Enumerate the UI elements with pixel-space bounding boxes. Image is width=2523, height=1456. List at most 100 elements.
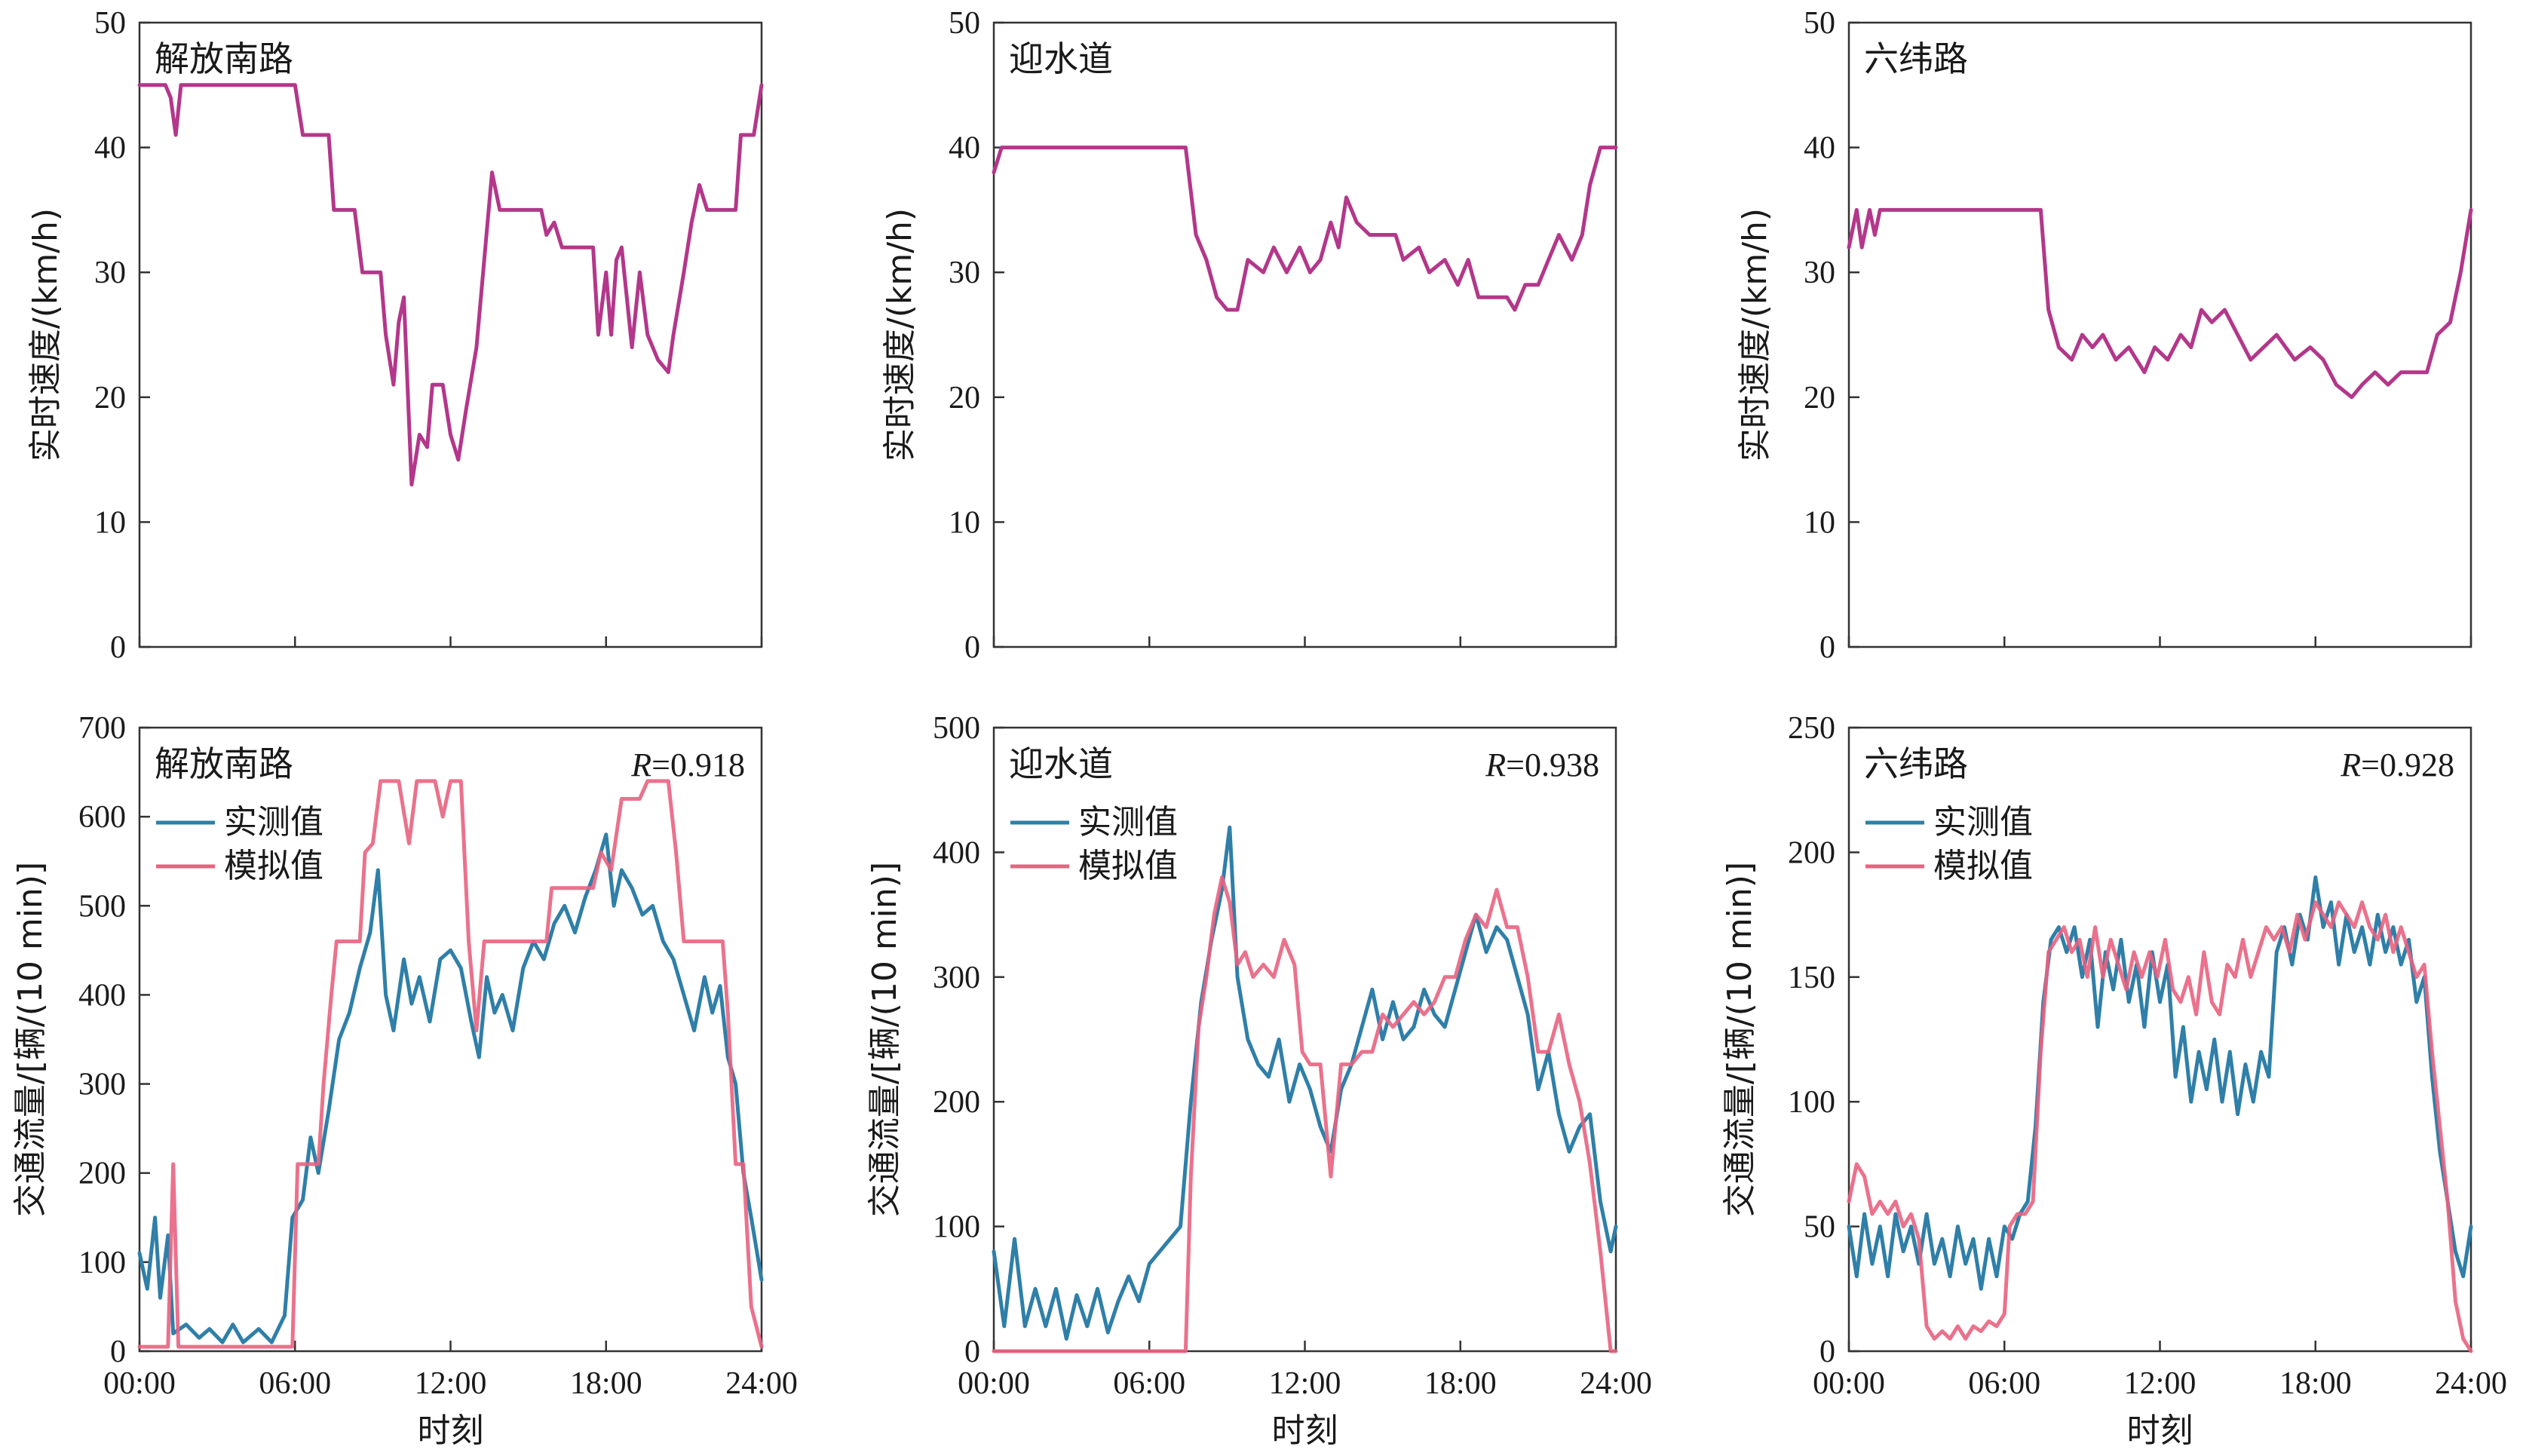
series-line-1	[992, 146, 1618, 312]
series-line-1	[1847, 207, 2473, 400]
panel-3: 0 10 20 30 40 50 实时速度/(km/h) 六纬路	[1736, 6, 2473, 665]
correlation-value: =0.938	[1506, 746, 1599, 783]
series-line-模拟值	[137, 779, 764, 1349]
y-tick-label: 500	[933, 711, 980, 746]
y-tick-label: 20	[1804, 381, 1835, 415]
x-tick-label: 18:00	[1424, 1366, 1497, 1401]
panel-1: 0 10 20 30 40 50 实时速度/(km/h) 解放南路	[26, 6, 764, 665]
y-tick-label: 700	[78, 711, 126, 746]
correlation-label: R=0.928	[2340, 746, 2454, 783]
y-tick-label: 50	[1804, 1210, 1835, 1245]
legend-label: 模拟值	[224, 847, 323, 885]
y-tick-label: 30	[1804, 256, 1835, 290]
x-tick-label: 00:00	[103, 1366, 176, 1401]
y-tick-label: 20	[94, 381, 126, 415]
x-tick-label: 00:00	[958, 1366, 1030, 1401]
y-axis-label: 交通流量/[辆/(10 min)]	[1721, 862, 1759, 1217]
series-line-实测值	[137, 832, 764, 1344]
y-tick-label: 20	[949, 381, 980, 415]
y-tick-label: 30	[949, 256, 980, 290]
y-tick-label: 200	[78, 1157, 126, 1191]
y-tick-label: 200	[933, 1085, 980, 1120]
correlation-symbol: R	[2340, 746, 2361, 783]
x-axis-label: 时刻	[418, 1412, 484, 1450]
y-tick-label: 250	[1788, 711, 1835, 746]
correlation-symbol: R	[630, 746, 651, 783]
series-line-实测值	[1847, 875, 2473, 1291]
y-tick-label: 100	[78, 1246, 126, 1280]
y-tick-label: 50	[1804, 6, 1835, 41]
panel-title: 六纬路	[1864, 743, 1968, 784]
x-tick-label: 24:00	[725, 1366, 798, 1401]
y-tick-label: 0	[110, 630, 126, 665]
x-tick-label: 18:00	[570, 1366, 642, 1401]
x-tick-label: 24:00	[2435, 1366, 2507, 1401]
x-tick-label: 24:00	[1580, 1366, 1652, 1401]
plot-frame	[1847, 21, 2472, 648]
y-tick-label: 50	[949, 6, 980, 41]
y-tick-label: 300	[78, 1068, 126, 1102]
x-tick-label: 06:00	[259, 1366, 331, 1401]
x-axis-label: 时刻	[2127, 1412, 2193, 1450]
y-tick-label: 10	[949, 505, 980, 540]
series-line-实测值	[992, 825, 1618, 1341]
correlation-value: =0.928	[2361, 746, 2454, 783]
panel-6: 0 50 100 150 200 250 00:00 06:00 12:00 18:00 24:00…	[1721, 711, 2507, 1450]
panel-2: 0 10 20 30 40 50 实时速度/(km/h) 迎水道	[881, 6, 1618, 665]
x-tick-label: 12:00	[1269, 1366, 1341, 1401]
correlation-symbol: R	[1485, 746, 1506, 783]
legend-label: 模拟值	[1078, 847, 1178, 885]
panel-4: 0 100 200 300 400 500 600 700 00:00 06:00 12:00 18:…	[11, 711, 798, 1450]
y-tick-label: 30	[94, 256, 126, 290]
y-tick-label: 40	[94, 131, 126, 166]
y-tick-label: 40	[1804, 131, 1835, 166]
legend-label: 实测值	[1078, 803, 1178, 841]
plot-frame	[992, 21, 1617, 648]
y-tick-label: 10	[94, 505, 126, 540]
y-axis-label: 实时速度/(km/h)	[1736, 208, 1774, 461]
correlation-label: R=0.938	[1485, 746, 1599, 783]
panel-title: 六纬路	[1864, 38, 1968, 79]
y-tick-label: 150	[1788, 961, 1835, 995]
y-axis-label: 实时速度/(km/h)	[26, 208, 65, 461]
series-line-模拟值	[1847, 900, 2473, 1353]
x-tick-label: 18:00	[2279, 1366, 2352, 1401]
panel-title: 迎水道	[1009, 743, 1113, 784]
x-tick-label: 06:00	[1113, 1366, 1185, 1401]
y-tick-label: 600	[78, 800, 126, 835]
panel-title: 解放南路	[155, 743, 293, 784]
legend-label: 实测值	[224, 803, 323, 841]
series-line-模拟值	[992, 875, 1618, 1353]
y-tick-label: 400	[933, 835, 980, 870]
y-axis-label: 交通流量/[辆/(10 min)]	[11, 862, 50, 1217]
plot-frame	[138, 21, 763, 648]
y-tick-label: 0	[964, 1335, 980, 1369]
y-tick-label: 300	[933, 961, 980, 995]
y-tick-label: 0	[1819, 1335, 1835, 1369]
y-tick-label: 400	[78, 978, 126, 1013]
y-tick-label: 10	[1804, 505, 1835, 540]
correlation-value: =0.918	[651, 746, 745, 783]
y-tick-label: 40	[949, 131, 980, 166]
x-tick-label: 00:00	[1813, 1366, 1885, 1401]
series-line-1	[137, 83, 764, 487]
legend-label: 模拟值	[1933, 847, 2033, 885]
y-tick-label: 100	[933, 1210, 980, 1245]
y-tick-label: 0	[1819, 630, 1835, 665]
x-tick-label: 12:00	[415, 1366, 487, 1401]
y-tick-label: 50	[94, 6, 126, 41]
legend-label: 实测值	[1933, 803, 2033, 841]
correlation-label: R=0.918	[630, 746, 745, 783]
panel-title: 迎水道	[1009, 38, 1113, 79]
y-tick-label: 100	[1788, 1085, 1835, 1120]
y-tick-label: 200	[1788, 835, 1835, 870]
y-tick-label: 0	[964, 630, 980, 665]
x-axis-label: 时刻	[1272, 1412, 1338, 1450]
y-tick-label: 0	[110, 1335, 126, 1369]
panel-5: 0 100 200 300 400 500 00:00 06:00 12:00 18:00 24:0…	[866, 711, 1652, 1450]
x-tick-label: 12:00	[2124, 1366, 2197, 1401]
y-axis-label: 交通流量/[辆/(10 min)]	[866, 862, 904, 1217]
